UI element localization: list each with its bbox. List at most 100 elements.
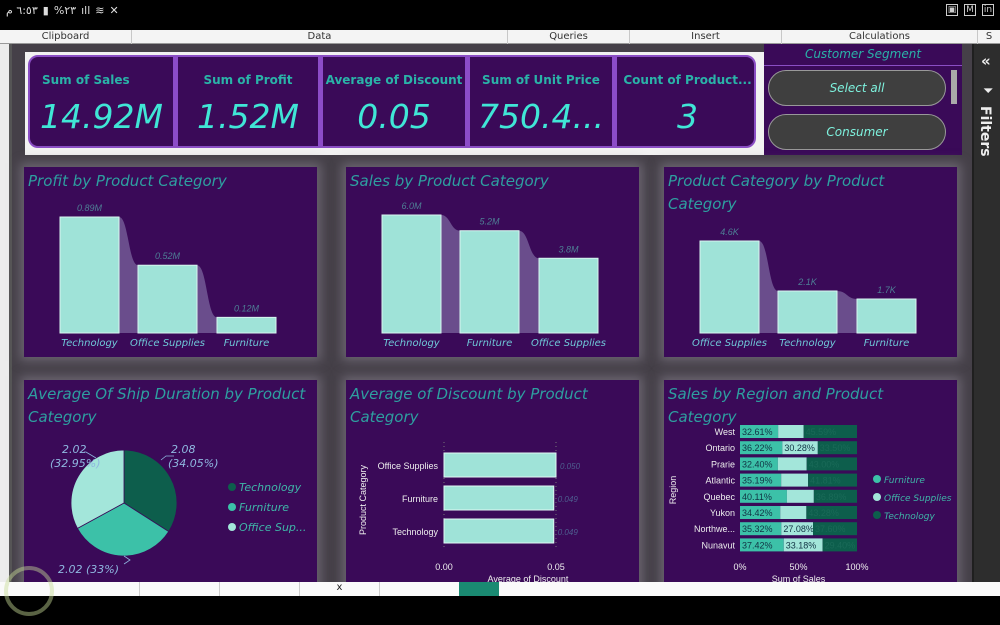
- sales-by-category-chart[interactable]: Sales by Product Category 6.0M Technology…: [346, 167, 639, 357]
- kpi-value: 14.92M: [40, 97, 163, 136]
- bar: [538, 257, 599, 334]
- profit-chart-plot: 0.89M Technology 0.52M Office Supplies 0.12M…: [59, 203, 277, 349]
- close-icon[interactable]: x: [300, 582, 380, 596]
- segment-label: 32.61%: [742, 427, 773, 437]
- data-label: 0.12M: [234, 303, 260, 313]
- filters-pane[interactable]: « ⏷ Filters: [972, 44, 1000, 582]
- category-count-chart[interactable]: Product Category by Product Category 4.6…: [664, 167, 957, 357]
- kpi-label: Average of Discount: [325, 73, 463, 87]
- data-label: 6.0M: [401, 201, 422, 211]
- mute-icon: ✕: [109, 4, 119, 17]
- kpi-average-of-discount[interactable]: Average of Discount 0.05: [323, 57, 470, 146]
- category-label: Office Supplies: [378, 461, 439, 471]
- leader-line: [123, 555, 131, 565]
- ship-duration-pie-chart[interactable]: Average Of Ship Duration by Product Cate…: [24, 380, 317, 590]
- chart-title: Average of Discount by Product Category: [350, 385, 588, 426]
- segment-label: 33.50%: [820, 443, 851, 453]
- ribbon-group-s[interactable]: S: [985, 31, 993, 42]
- slicer-scrollbar[interactable]: [951, 70, 957, 104]
- bar-segment: [740, 489, 787, 503]
- category-label: West: [715, 427, 736, 437]
- segment-label: 43.28%: [808, 508, 839, 518]
- category-label: Yukon: [710, 508, 735, 518]
- legend-label: Technology: [239, 481, 302, 494]
- gmail-icon: M: [964, 4, 976, 16]
- category-label: Atlantic: [705, 476, 735, 486]
- kpi-value: 1.52M: [197, 97, 299, 136]
- bar-segment: [822, 538, 857, 552]
- report-canvas: Sum of Sales 14.92M Sum of Profit 1.52M …: [0, 44, 1000, 590]
- legend-marker: [873, 475, 881, 483]
- legend-marker: [873, 511, 881, 519]
- ribbon-connector: [759, 241, 778, 333]
- slicer-option-select-all[interactable]: Select all: [768, 70, 946, 106]
- category-label: Technology: [392, 527, 438, 537]
- category-label: Office Supplies: [531, 338, 606, 349]
- bar-segment: [740, 473, 782, 487]
- data-label: 1.7K: [877, 285, 897, 295]
- bar: [443, 452, 557, 478]
- category-label: Technology: [383, 338, 441, 349]
- leader-line: [160, 455, 174, 461]
- bar-segment: [803, 425, 857, 438]
- ribbon-group-queries[interactable]: Queries: [508, 30, 630, 44]
- left-scrollbar[interactable]: [9, 44, 12, 582]
- filters-label[interactable]: Filters: [977, 106, 993, 157]
- x-tick-label: 0%: [733, 562, 746, 572]
- data-label: 2.02 (33%): [58, 563, 119, 576]
- bar: [216, 316, 277, 334]
- bar-segment: [781, 473, 809, 487]
- chart-title: Sales by Region and Product Category: [668, 385, 884, 426]
- bar-segment: [740, 522, 782, 536]
- bar-segment: [806, 457, 857, 471]
- ribbon-group-clipboard[interactable]: Clipboard: [0, 30, 132, 44]
- watermark-logo: [4, 566, 54, 616]
- bar: [137, 264, 198, 334]
- discount-by-category-chart[interactable]: Average of Discount by Product Category …: [346, 380, 639, 590]
- y-axis-title: Product Category: [358, 464, 368, 535]
- bar-segment: [740, 506, 781, 519]
- bottom-tab-bar: x: [0, 582, 1000, 596]
- slicer-title: Customer Segment: [764, 44, 962, 66]
- bar: [443, 518, 555, 544]
- category-label: Prarie: [711, 459, 735, 469]
- category-label: Northwe...: [694, 524, 735, 534]
- region-chart-plot: 32.61% 45.59% West 36.22% 30.28% 33.50% Ontari…: [668, 425, 952, 584]
- sales-by-region-chart[interactable]: Sales by Region and Product Category 32.…: [664, 380, 957, 590]
- gallery-icon: ▣: [946, 4, 958, 16]
- kpi-sum-of-profit[interactable]: Sum of Profit 1.52M: [178, 57, 323, 146]
- bottom-cell[interactable]: [220, 582, 300, 596]
- double-chevron-left-icon[interactable]: «: [981, 52, 991, 70]
- bottom-cell[interactable]: [0, 582, 140, 596]
- kpi-count-of-product[interactable]: Count of Product... 3: [617, 57, 754, 146]
- discount-chart-plot: Office Supplies 0.050 Furniture 0.049 Techno…: [358, 442, 581, 584]
- x-tick-label: 100%: [845, 562, 868, 572]
- bar: [443, 485, 555, 511]
- ribbon-group-calculations[interactable]: Calculations: [782, 30, 978, 44]
- ribbon-group-data[interactable]: Data: [132, 30, 508, 44]
- slicer-option-consumer[interactable]: Consumer: [768, 114, 946, 150]
- segment-label: 37.42%: [742, 540, 773, 550]
- data-label: 3.8M: [558, 244, 579, 254]
- segment-label: 36.89%: [816, 492, 847, 502]
- category-label: Furniture: [224, 338, 269, 349]
- category-label: Office Supplies: [692, 338, 767, 349]
- bar-segment: [813, 522, 857, 536]
- bottom-cell[interactable]: [140, 582, 220, 596]
- device-status-bar: ٦:٥٣ م ▮ %٢٣ ıll ≋ ✕ ▣ M in: [0, 0, 1000, 30]
- profit-by-category-chart[interactable]: Profit by Product Category 0.89M Technolo…: [24, 167, 317, 357]
- active-page-tab[interactable]: [459, 582, 499, 596]
- report-page: Sum of Sales 14.92M Sum of Profit 1.52M …: [12, 44, 972, 590]
- legend-label: Furniture: [239, 501, 289, 514]
- bar-segment: [740, 457, 778, 471]
- segment-label: 32.40%: [742, 459, 773, 469]
- segment-label: 41.81%: [810, 476, 841, 486]
- x-tick-label: 0.00: [435, 562, 453, 572]
- data-label: 5.2M: [479, 217, 500, 227]
- ribbon-group-insert[interactable]: Insert: [630, 30, 782, 44]
- kpi-sum-of-sales[interactable]: Sum of Sales 14.92M: [30, 57, 178, 146]
- kpi-card-group: Sum of Sales 14.92M Sum of Profit 1.52M …: [25, 52, 765, 155]
- kpi-sum-of-unit-price[interactable]: Sum of Unit Price 750.4...: [470, 57, 617, 146]
- category-label: Quebec: [703, 492, 735, 502]
- segment-label: 34.42%: [742, 508, 773, 518]
